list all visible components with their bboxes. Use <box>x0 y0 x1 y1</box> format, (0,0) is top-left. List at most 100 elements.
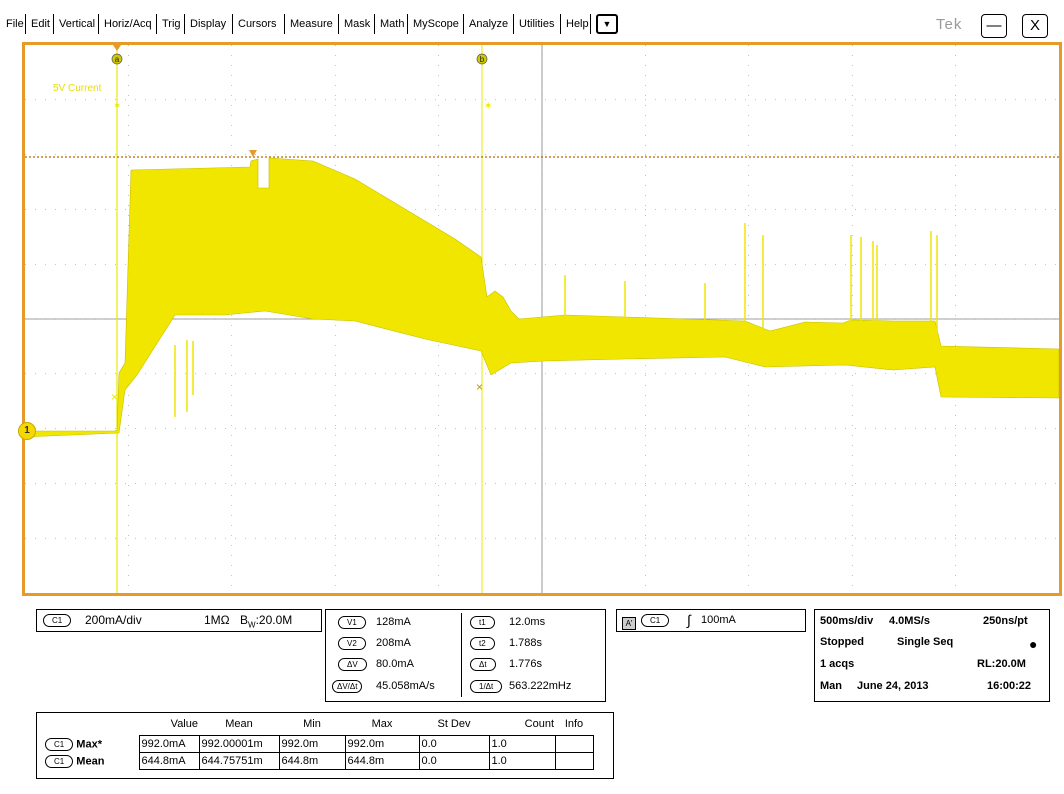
cell-min: 992.0m <box>278 735 346 753</box>
waveform-canvas: a b × × ✶ ✶ <box>25 45 1059 593</box>
cell-max: 992.0m <box>344 735 420 753</box>
close-button[interactable]: X <box>1022 14 1048 38</box>
t1-value: 12.0ms <box>509 616 546 628</box>
menu-separator <box>463 14 464 34</box>
menu-analyze[interactable]: Analyze <box>469 18 509 30</box>
menu-trig[interactable]: Trig <box>162 18 181 30</box>
menu-measure[interactable]: Measure <box>290 18 333 30</box>
trigger-level: 100mA <box>701 614 736 626</box>
rising-edge-icon: ∫ <box>687 612 691 628</box>
menu-horiz-acq[interactable]: Horiz/Acq <box>104 18 152 30</box>
dvdt-badge: ΔV/Δt <box>332 680 363 693</box>
cell-value: 992.0mA <box>138 735 200 753</box>
header-value: Value <box>170 718 198 730</box>
trigger-marker-icon <box>249 150 257 157</box>
v2-value: 208mA <box>376 637 411 649</box>
menu-separator <box>338 14 339 34</box>
t1-badge: t1 <box>470 616 495 629</box>
header-info: Info <box>564 718 584 730</box>
inv-dt-badge: 1/Δt <box>470 680 503 693</box>
cell-count: 1.0 <box>488 735 556 753</box>
dv-badge: ΔV <box>338 658 367 671</box>
menu-more-button[interactable]: ▼ <box>596 14 618 34</box>
table-row[interactable]: C1 Mean 644.8mA 644.75751m 644.8m 644.8m… <box>37 752 594 770</box>
timebase: 500ms/div <box>820 615 874 627</box>
menu-help[interactable]: Help <box>566 18 589 30</box>
waveform-display[interactable]: a b × × ✶ ✶ 5V Current <box>22 42 1062 596</box>
dt-badge: Δt <box>470 658 496 671</box>
menu-cursors[interactable]: Cursors <box>238 18 277 30</box>
cell-max: 644.8m <box>344 752 420 770</box>
trigger-mode: Man <box>820 680 842 692</box>
measurement-panel[interactable]: Value Mean Min Max St Dev Count Info C1 … <box>36 712 614 779</box>
header-spacer <box>37 713 139 736</box>
menu-separator <box>25 14 26 34</box>
menu-vertical[interactable]: Vertical <box>59 18 96 30</box>
close-icon: X <box>1029 17 1040 34</box>
inv-dt-value: 563.222mHz <box>509 680 572 692</box>
v2-badge: V2 <box>338 637 366 650</box>
minimize-button[interactable]: — <box>981 14 1007 38</box>
trigger-channel-badge: C1 <box>641 614 670 627</box>
bandwidth-limit: BW:20.0M <box>240 613 293 630</box>
v1-value: 128mA <box>376 616 411 628</box>
menu-separator <box>374 14 375 34</box>
cell-min: 644.8m <box>278 752 346 770</box>
cursor-b-star: ✶ <box>484 101 492 112</box>
divider <box>461 613 462 697</box>
menu-mask[interactable]: Mask <box>344 18 371 30</box>
menu-separator <box>590 14 591 34</box>
header-min: Min <box>303 718 321 730</box>
menu-math[interactable]: Math <box>380 18 405 30</box>
vertical-scale-panel[interactable]: C1 200mA/div 1MΩ BW:20.0M <box>36 609 322 632</box>
row-label: C1 Max* <box>37 736 139 753</box>
menu-separator <box>513 14 514 34</box>
cell-info <box>554 735 594 753</box>
cursor-a-cross: × <box>111 390 118 404</box>
trigger-panel[interactable]: A' C1 ∫ 100mA <box>616 609 806 632</box>
acquisition-panel[interactable]: 500ms/div 4.0MS/s 250ns/pt Stopped Singl… <box>814 609 1050 702</box>
cursor-a-star: ✶ <box>113 101 121 112</box>
channel-badge: C1 <box>43 614 72 627</box>
menu-separator <box>53 14 54 34</box>
menu-myscope[interactable]: MyScope <box>413 18 459 30</box>
thermometer-icon: ● <box>1029 636 1038 652</box>
waveform-trace <box>25 157 1059 438</box>
table-row[interactable]: C1 Max* 992.0mA 992.00001m 992.0m 992.0m… <box>37 735 594 753</box>
menu-separator <box>284 14 285 34</box>
input-impedance: 1MΩ <box>204 613 230 627</box>
header-stdev: St Dev <box>437 718 471 730</box>
menu-file[interactable]: File <box>6 18 24 30</box>
t2-badge: t2 <box>470 637 495 650</box>
menu-bar: File Edit Vertical Horiz/Acq Trig Displa… <box>0 0 1064 40</box>
menu-edit[interactable]: Edit <box>31 18 50 30</box>
dvdt-value: 45.058mA/s <box>376 680 435 692</box>
measurement-name: Max* <box>76 737 102 750</box>
cell-info <box>554 752 594 770</box>
dv-value: 80.0mA <box>376 658 414 670</box>
acq-count: 1 acqs <box>820 658 855 670</box>
v1-badge: V1 <box>338 616 366 629</box>
channel-1-marker[interactable]: 1 <box>18 422 36 440</box>
menu-separator <box>407 14 408 34</box>
measurement-name: Mean <box>76 754 105 767</box>
cell-value: 644.8mA <box>138 752 200 770</box>
record-length: RL:20.0M <box>977 658 1026 670</box>
cursor-b-cross: × <box>476 380 483 394</box>
menu-separator <box>232 14 233 34</box>
resolution: 250ns/pt <box>983 615 1028 627</box>
time: 16:00:22 <box>987 680 1032 692</box>
header-count: Count <box>524 718 554 730</box>
cell-mean: 992.00001m <box>198 735 280 753</box>
menu-separator <box>184 14 185 34</box>
menu-utilities[interactable]: Utilities <box>519 18 555 30</box>
brand-logo: Tek <box>936 16 963 33</box>
cursor-readout-panel[interactable]: V1 128mA V2 208mA ΔV 80.0mA ΔV/Δt 45.058… <box>325 609 606 702</box>
acq-state: Stopped <box>820 636 864 648</box>
row-label: C1 Mean <box>37 753 139 770</box>
channel-badge: C1 <box>45 754 74 768</box>
trigger-a-badge: A' <box>622 617 636 630</box>
menu-display[interactable]: Display <box>190 18 227 30</box>
menu-separator <box>560 14 561 34</box>
date: June 24, 2013 <box>857 680 929 692</box>
